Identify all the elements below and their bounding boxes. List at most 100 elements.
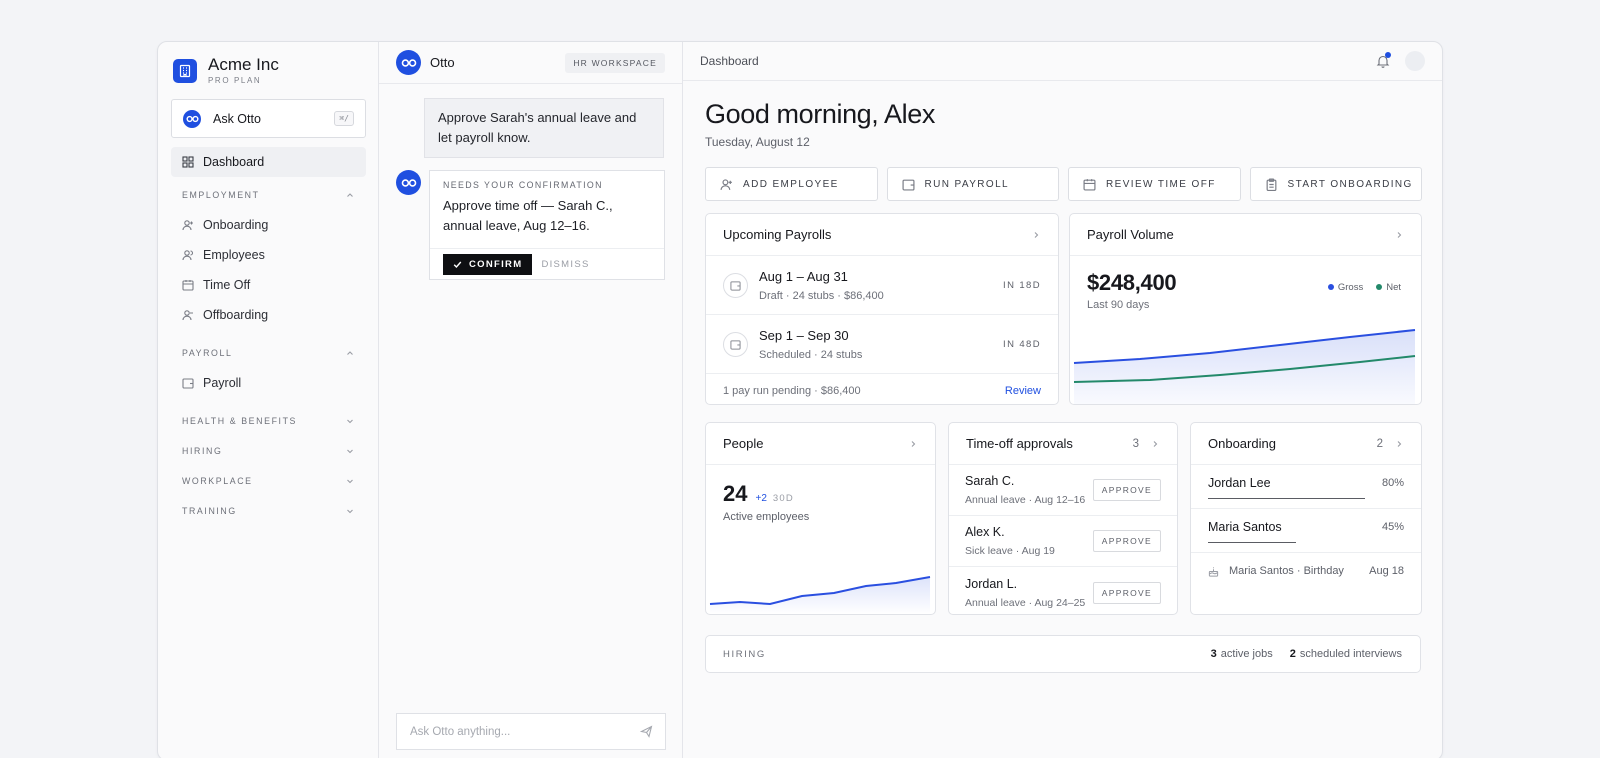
list-item: Sarah C. Annual leave · Aug 12–16 APPROV…	[949, 465, 1177, 516]
ask-otto-button[interactable]: Ask Otto ⌘/	[171, 99, 366, 138]
hiring-label: HIRING	[723, 648, 766, 660]
avatar[interactable]	[1405, 51, 1425, 71]
user-plus-icon	[182, 220, 193, 231]
list-item[interactable]: Jordan Lee 80%	[1191, 465, 1421, 509]
employee-name: Jordan L.	[965, 576, 1018, 591]
event-label: Maria Santos · Birthday	[1229, 565, 1344, 577]
leave-details: Sick leave · Aug 19	[965, 545, 1055, 557]
employee-name: Sarah C.	[965, 474, 1015, 488]
progress-percent: 45%	[1381, 521, 1404, 533]
sidebar-item-label: Offboarding	[203, 308, 269, 322]
approval-count: 3	[1132, 437, 1139, 450]
legend-gross: Gross	[1327, 282, 1363, 293]
card-title: Upcoming Payrolls	[723, 227, 832, 242]
people-sparkline	[709, 576, 931, 614]
chevron-down-icon	[347, 449, 353, 454]
list-item[interactable]: Maria Santos 45%	[1191, 509, 1421, 553]
topbar: Dashboard	[683, 42, 1442, 81]
legend-net: Net	[1376, 282, 1401, 293]
notifications-button[interactable]	[1374, 52, 1392, 70]
sidebar-item-employees[interactable]: Employees	[171, 240, 366, 270]
chart-legend: Gross Net	[1327, 282, 1401, 293]
payroll-range: Aug 1 – Aug 31	[759, 268, 848, 284]
delta-period: 30D	[772, 493, 794, 504]
sidebar-item-time-off[interactable]: Time Off	[171, 270, 366, 300]
people-card: People 24 +2 30D Active employees	[705, 422, 936, 615]
section-training[interactable]: TRAINING	[171, 496, 366, 526]
card-header[interactable]: People	[706, 423, 935, 465]
send-icon[interactable]	[640, 725, 653, 738]
date-label: Tuesday, August 12	[705, 135, 810, 149]
ask-otto-label: Ask Otto	[213, 111, 261, 126]
chevron-right-icon	[1397, 440, 1402, 447]
button-label: START ONBOARDING	[1287, 178, 1413, 190]
sidebar-item-payroll[interactable]: Payroll	[171, 368, 366, 398]
shortcut-hint: ⌘/	[334, 111, 354, 126]
approve-button[interactable]: APPROVE	[1092, 530, 1161, 552]
plan-label: PRO PLAN	[208, 76, 262, 85]
section-employment[interactable]: EMPLOYMENT	[171, 180, 366, 210]
active-jobs: 3 active jobs	[1210, 648, 1273, 660]
card-header[interactable]: Onboarding 2	[1191, 423, 1421, 465]
approve-button[interactable]: APPROVE	[1092, 479, 1161, 501]
payroll-row[interactable]: Sep 1 – Sep 30 Scheduled · 24 stubs IN 4…	[706, 315, 1058, 374]
brand[interactable]: Acme Inc PRO PLAN	[171, 56, 366, 85]
calendar-icon	[1083, 178, 1096, 191]
review-time-off-button[interactable]: REVIEW TIME OFF	[1068, 167, 1241, 201]
sidebar-item-label: Dashboard	[203, 155, 265, 169]
event-date: Aug 18	[1369, 565, 1404, 577]
payroll-row[interactable]: Aug 1 – Aug 31 Draft · 24 stubs · $86,40…	[706, 256, 1058, 315]
section-payroll[interactable]: PAYROLL	[171, 338, 366, 368]
confirmation-text: Approve time off — Sarah C., annual leav…	[443, 198, 613, 233]
sidebar-item-offboarding[interactable]: Offboarding	[171, 300, 366, 330]
sidebar-item-dashboard[interactable]: Dashboard	[171, 147, 366, 177]
chevron-down-icon	[347, 479, 353, 484]
review-link[interactable]: Review	[1004, 384, 1041, 397]
chevron-right-icon	[911, 440, 916, 447]
dismiss-button[interactable]: DISMISS	[541, 258, 590, 270]
app-window: Acme Inc PRO PLAN Ask Otto ⌘/ Dashboard …	[157, 41, 1443, 758]
company-name: Acme Inc	[208, 55, 279, 74]
card-header[interactable]: Time-off approvals 3	[949, 423, 1177, 465]
add-employee-button[interactable]: ADD EMPLOYEE	[705, 167, 878, 201]
sidebar: Acme Inc PRO PLAN Ask Otto ⌘/ Dashboard …	[158, 42, 379, 758]
card-header[interactable]: Upcoming Payrolls	[706, 214, 1058, 256]
confirmation-card: NEEDS YOUR CONFIRMATION Approve time off…	[429, 170, 665, 280]
sidebar-item-label: Employees	[203, 248, 265, 262]
confirm-button[interactable]: CONFIRM	[443, 253, 533, 275]
section-title: TRAINING	[182, 506, 237, 516]
otto-logo-icon	[183, 109, 201, 128]
sidebar-item-label: Onboarding	[203, 218, 269, 232]
list-item: Alex K. Sick leave · Aug 19 APPROVE	[949, 516, 1177, 567]
start-onboarding-button[interactable]: START ONBOARDING	[1249, 167, 1422, 201]
section-workplace[interactable]: WORKPLACE	[171, 466, 366, 496]
approve-button[interactable]: APPROVE	[1092, 581, 1161, 604]
card-title: Payroll Volume	[1087, 227, 1174, 242]
leave-details: Annual leave · Aug 24–25	[965, 596, 1086, 609]
employee-name: Alex K.	[965, 525, 1005, 539]
user-plus-icon	[720, 178, 732, 190]
wallet-icon	[182, 378, 194, 389]
section-hiring[interactable]: HIRING	[171, 436, 366, 466]
card-header[interactable]: Payroll Volume	[1070, 214, 1421, 256]
sidebar-item-label: Time Off	[203, 278, 251, 292]
run-payroll-button[interactable]: RUN PAYROLL	[886, 167, 1059, 201]
wallet-icon	[901, 179, 915, 191]
chevron-down-icon	[347, 419, 353, 424]
card-title: People	[723, 436, 764, 451]
progress-bar	[1208, 498, 1404, 499]
pending-summary: 1 pay run pending · $86,400	[723, 384, 861, 397]
hiring-summary[interactable]: HIRING 3 active jobs 2 scheduled interview…	[705, 635, 1421, 673]
payroll-volume-amount: $248,400	[1087, 270, 1177, 295]
chat-input[interactable]: Ask Otto anything...	[396, 713, 666, 750]
payroll-range: Sep 1 – Sep 30	[759, 327, 849, 343]
wallet-icon	[723, 331, 748, 357]
chat-header: Otto HR WORKSPACE	[379, 42, 682, 84]
sidebar-item-onboarding[interactable]: Onboarding	[171, 210, 366, 240]
payroll-volume-card: Payroll Volume $248,400 Last 90 days Gro…	[1069, 213, 1422, 405]
section-health-benefits[interactable]: HEALTH & BENEFITS	[171, 406, 366, 436]
chat-panel: Otto HR WORKSPACE Approve Sarah's annual…	[379, 42, 683, 758]
button-label: ADD EMPLOYEE	[743, 178, 839, 190]
onboarding-count: 2	[1376, 437, 1383, 450]
upcoming-payrolls-card: Upcoming Payrolls Aug 1 – Aug 31 Draft ·…	[705, 213, 1059, 405]
